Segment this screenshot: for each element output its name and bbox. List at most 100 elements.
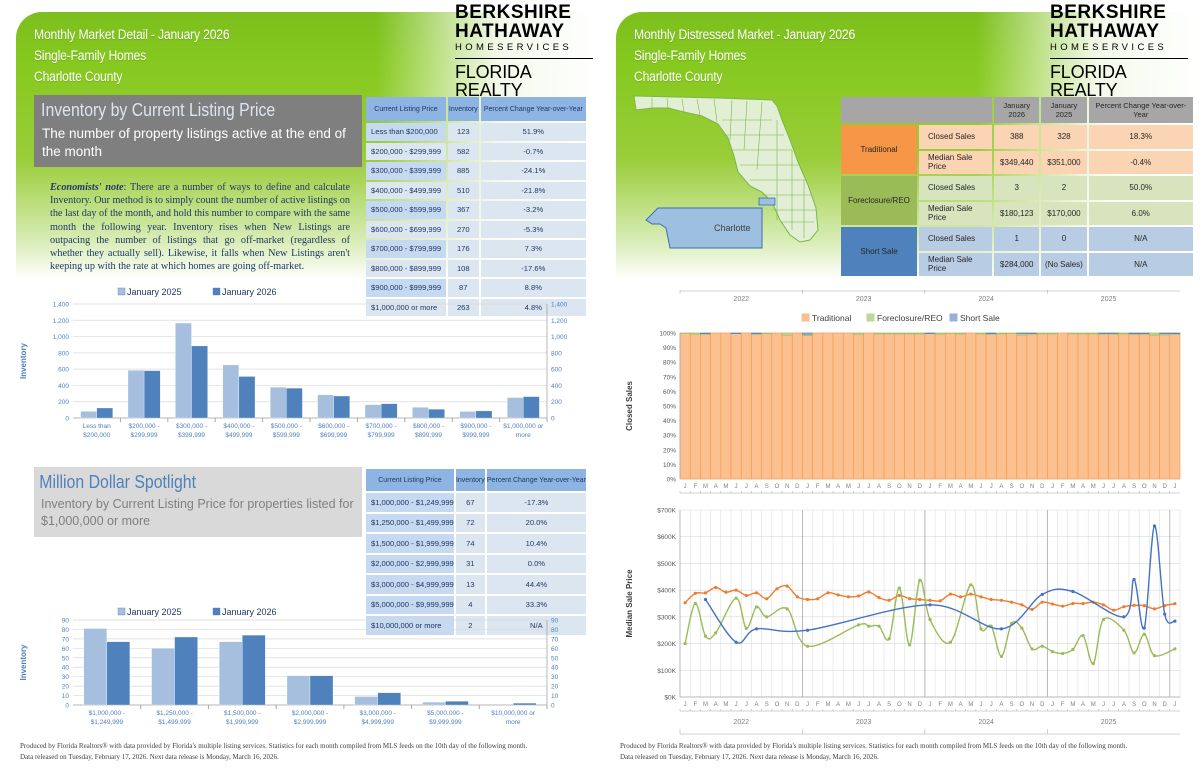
x-tick-label: $200,000 -	[129, 423, 160, 430]
table-cell: 367	[447, 201, 479, 219]
month-label: M	[968, 484, 973, 490]
x-tick-label: $1,250,000 -	[156, 710, 193, 717]
table-cell: -3.2%	[480, 201, 586, 219]
month-label: J	[980, 702, 983, 708]
bar	[380, 403, 398, 419]
data-point	[1101, 603, 1106, 607]
stacked-bar-segment	[802, 332, 813, 335]
table-cell: 67	[455, 493, 485, 512]
month-label: J	[806, 484, 809, 490]
data-point	[948, 592, 953, 596]
data-point	[714, 631, 718, 635]
table-cell: $1,000,000 - $1,249,999	[366, 493, 454, 512]
legend-swatch	[212, 607, 221, 616]
data-point	[693, 591, 697, 595]
logo-divider	[455, 58, 593, 59]
legend-label: January 2026	[222, 607, 277, 617]
bar	[475, 410, 493, 419]
table-cell: 44.4%	[486, 575, 586, 594]
month-label: M	[948, 484, 953, 490]
month-label: F	[693, 484, 697, 490]
month-label: M	[703, 484, 708, 490]
table-row: $800,000 - $899,999 108 -17.6%	[366, 259, 586, 277]
bar	[428, 409, 445, 419]
y-tick-label: 40%	[663, 418, 676, 425]
table-cell: Less than $200,000	[366, 123, 446, 141]
stacked-bar-segment	[679, 332, 691, 480]
stacked-bar-segment	[761, 333, 773, 480]
table-cell: 87	[447, 279, 479, 297]
bar	[459, 411, 477, 419]
table-row: $500,000 - $599,999 367 -3.2%	[366, 201, 586, 219]
table-cell: 510	[447, 181, 479, 199]
data-point	[887, 598, 891, 602]
legend-label: January 2025	[127, 287, 182, 297]
y-tick-label: 60%	[663, 389, 676, 396]
year-label: 2023	[856, 719, 872, 726]
stacked-bar-segment	[720, 332, 732, 480]
month-label: D	[1040, 702, 1045, 708]
month-label: M	[825, 702, 830, 708]
table-row: $300,000 - $399,999 885 -24.1%	[366, 162, 586, 180]
y-tick-label: $0K	[664, 695, 676, 702]
data-point	[999, 598, 1004, 602]
logo-line-berkshire: BERKSHIRE	[455, 2, 572, 23]
stacked-bar-segment	[791, 332, 803, 480]
table-cell: $170,000	[1041, 201, 1087, 225]
median-price-chart: Median Sale Price $0K $100K $200K $300K $400K…	[625, 508, 1181, 735]
table-cell: 20.0%	[486, 513, 586, 532]
data-point	[734, 596, 738, 600]
data-point	[1010, 600, 1014, 604]
data-point	[918, 597, 922, 602]
legend-swatch	[949, 313, 958, 322]
table-cell: N/A	[1088, 252, 1193, 276]
stacked-bar-segment	[1036, 333, 1048, 480]
stacked-bar-segment	[1006, 332, 1018, 480]
y-axis-label: Median Sale Price	[625, 569, 634, 638]
y-tick-label: $500K	[657, 561, 676, 568]
bar	[333, 395, 350, 419]
x-tick-label: $400,000 -	[223, 423, 254, 430]
month-label: F	[816, 484, 820, 490]
data-point	[826, 591, 830, 595]
county-borders	[651, 97, 816, 238]
stacked-bar-segment	[1026, 333, 1038, 480]
column-header: January 2026	[994, 97, 1040, 123]
data-point	[1050, 602, 1055, 606]
data-point	[683, 641, 687, 646]
table-cell: 4	[455, 595, 485, 614]
stacked-bar-segment	[914, 333, 926, 480]
x-tick-label: $9,999,999	[429, 719, 462, 726]
table-cell: $500,000 - $599,999	[366, 201, 446, 219]
data-point	[754, 605, 759, 609]
bar	[286, 675, 311, 706]
legend-swatch	[212, 287, 221, 296]
data-point	[1020, 603, 1024, 607]
stacked-bar-segment	[1077, 333, 1089, 480]
table-cell: 2	[455, 616, 485, 635]
x-tick-label: $500,000 -	[271, 423, 302, 430]
y-tick-label: 30	[62, 674, 70, 681]
data-point	[703, 634, 708, 638]
footer-line: Produced by Florida Realtors® with data …	[20, 742, 528, 750]
table-cell: Closed Sales	[919, 176, 993, 200]
stacked-bar-segment	[1087, 332, 1099, 335]
data-point	[754, 627, 759, 631]
stacked-bar-segment	[904, 333, 915, 480]
month-label: J	[684, 702, 687, 708]
y-axis-label: Inventory	[19, 342, 28, 379]
charlotte-highlight-small	[758, 197, 776, 206]
table-cell: 72	[455, 513, 485, 532]
data-point	[969, 583, 973, 587]
legend-swatch	[117, 287, 126, 296]
data-point	[734, 640, 738, 644]
month-label: A	[877, 702, 881, 708]
data-point	[877, 596, 881, 600]
bar	[174, 636, 198, 706]
logo-line-florida-realty: FLORIDA REALTY	[455, 62, 531, 100]
stacked-bar-segment	[1118, 333, 1130, 480]
month-label: J	[929, 702, 932, 708]
stacked-bar-segment	[822, 332, 834, 480]
table-cell: 3	[994, 176, 1040, 200]
bar	[80, 411, 97, 419]
